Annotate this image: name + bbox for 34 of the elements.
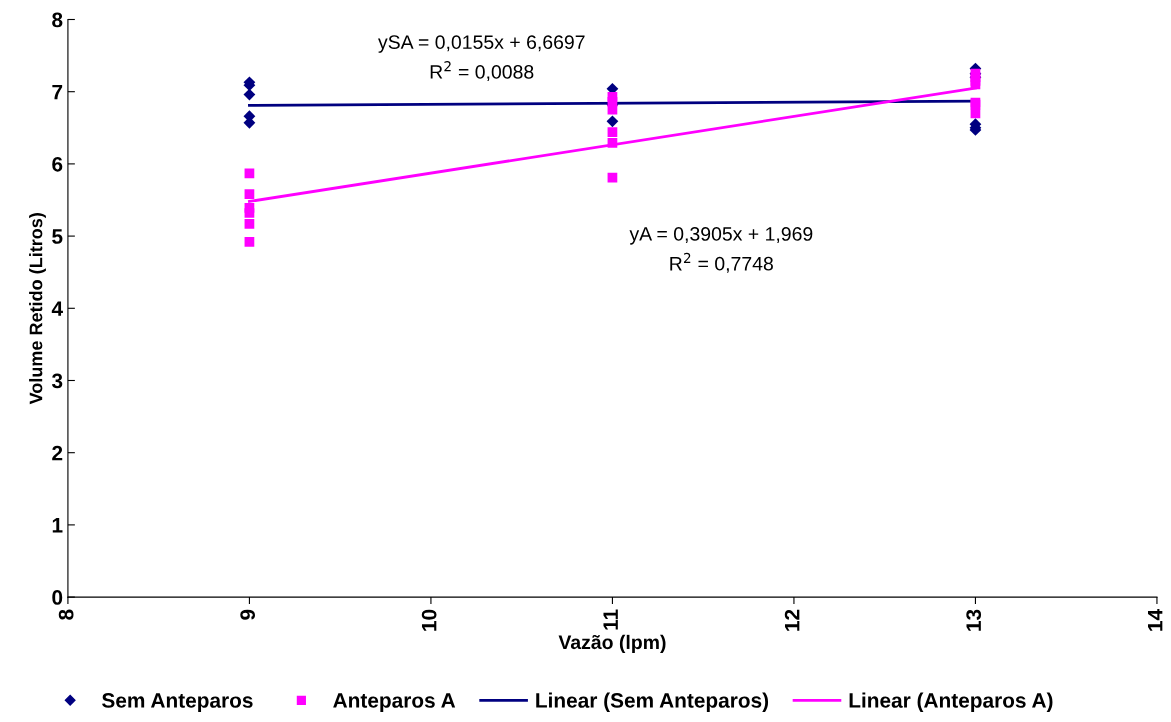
- y-tick-label: 6: [52, 156, 63, 172]
- point: [244, 208, 255, 218]
- y-tick-label: 1: [52, 518, 63, 533]
- x-tick-label: 14: [1148, 609, 1163, 631]
- y-tick-label: 4: [51, 301, 63, 316]
- x-tick-label: 9: [240, 609, 256, 620]
- legend-label: Sem Anteparos: [102, 693, 253, 712]
- point: [607, 104, 618, 115]
- legend-label: Linear (Anteparos A): [849, 692, 1053, 712]
- x-axis-title: Vazão (lpm): [558, 634, 666, 653]
- y-tick-label: 7: [52, 84, 63, 100]
- annotation: ySA = 0,0155x + 6,6697 R$^{2}$ = 0,0088: [378, 35, 585, 82]
- legend-label: Linear (Sem Anteparos): [536, 692, 769, 712]
- y-tick-label: 2: [52, 445, 63, 461]
- point: [244, 218, 255, 229]
- point: [607, 138, 618, 148]
- y-tick-label: 3: [51, 373, 63, 389]
- annotation: yA = 0,3905x + 1,969 R$^{2}$ = 0,7748: [629, 227, 813, 273]
- y-tick-label: 5: [52, 229, 63, 244]
- point: [244, 168, 255, 179]
- legend-label: Anteparos A: [333, 693, 456, 712]
- x-tick-label: 10: [421, 609, 437, 631]
- x-tick-label: 13: [966, 609, 982, 631]
- point: [606, 115, 619, 128]
- point: [243, 88, 256, 101]
- y-tick-label: 8: [52, 12, 63, 28]
- x-tick-label: 12: [784, 609, 800, 631]
- x-tick-label: 11: [603, 609, 618, 630]
- y-tick-label: 0: [52, 590, 63, 605]
- y-axis-title: Volume Retido (Litros): [29, 213, 46, 405]
- point: [970, 108, 981, 119]
- point: [607, 127, 618, 137]
- point: [244, 237, 255, 247]
- point: [244, 189, 255, 200]
